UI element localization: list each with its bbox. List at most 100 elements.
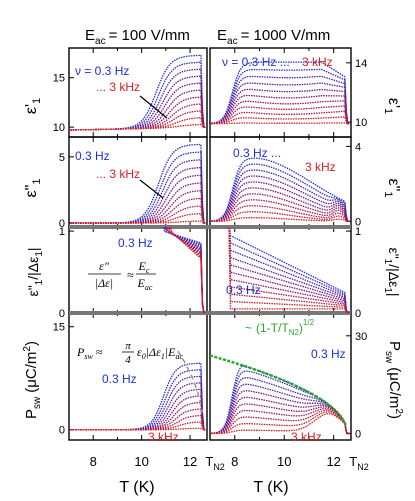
- y-tick-label: 0: [355, 428, 361, 440]
- annot-psw-right-fit: ~ (1-T/TN2)1/2: [245, 318, 315, 337]
- y-tick-label: 0: [355, 308, 361, 320]
- annot-psw-right-low: 0.3 Hz: [311, 347, 346, 361]
- reference-dashed-line: [177, 350, 203, 413]
- y-tick-label: 30: [355, 331, 367, 343]
- series-curve-r2-c1-7: [228, 227, 350, 313]
- series-curve-r2-c1-4: [228, 227, 350, 313]
- y-tick-label: 10: [53, 122, 65, 134]
- annot-ratio-right: 0.3 Hz: [226, 283, 261, 297]
- arrow-eps1-left: [139, 95, 168, 119]
- y-tick-label: 0: [355, 216, 361, 228]
- x-tick-label: 12: [326, 454, 340, 469]
- annot-psw-left-high: 3 kHz: [148, 430, 179, 444]
- annot-eps2-right-low: 0.3 Hz ...: [233, 146, 281, 160]
- annot-eps1-left-high: ... 3 kHz: [96, 80, 140, 94]
- series-curve-r3-c1-4: [211, 390, 350, 435]
- series-curve-r3-c1-10: [211, 413, 350, 435]
- series-curve-r1-c1-6: [211, 193, 350, 223]
- y-tick-label: 1: [355, 226, 361, 238]
- ylabel-psw-right: Psw(μC/m2): [383, 341, 404, 419]
- svg-text:Ec: Ec: [138, 259, 150, 275]
- series-curve-r1-c1-7: [211, 199, 350, 223]
- y-tick-label: 15: [53, 322, 65, 334]
- series-curve-r0-c1-3: [211, 82, 350, 125]
- arrow-eps2-left: [139, 179, 164, 199]
- ylabel-eps2-right: ε"1: [382, 179, 402, 198]
- svg-text:ε": ε": [99, 259, 110, 273]
- y-tick-label: 15: [53, 73, 65, 85]
- svg-text:ε0|Δε1|Eac: ε0|Δε1|Eac: [137, 345, 183, 361]
- series-curve-r0-c1-6: [211, 100, 350, 125]
- panel-separator: [69, 311, 351, 315]
- series-curve-r3-c1-6: [211, 403, 350, 435]
- y-tick-label: 0: [59, 425, 65, 437]
- svg-text:Eac: Eac: [137, 276, 153, 292]
- series-curve-r2-c0-3: [164, 227, 206, 313]
- xlabel-left: T (K): [119, 479, 154, 496]
- annot-eps2-right-high: 3 kHz: [305, 160, 336, 174]
- series-curve-r1-c1-10: [211, 217, 350, 223]
- formula-psw: Psw ≈ π 4 ε0|Δε1|Eac: [76, 340, 183, 366]
- ylabel-ratio-left: ε"1/|Δε1|: [25, 247, 45, 296]
- annot-eps2-left-high: ... 3 kHz: [96, 167, 140, 181]
- svg-text:4: 4: [125, 354, 131, 366]
- series-curve-r3-c0-10: [70, 427, 206, 431]
- x-tick-label: 10: [134, 454, 148, 469]
- svg-text:π: π: [125, 340, 131, 352]
- series-curve-r1-c0-10: [70, 220, 206, 224]
- annot-eps1-right-high: 3 kHz: [302, 55, 333, 69]
- series-curve-r0-c1-2: [211, 75, 350, 125]
- fit-sqrt-line: [210, 354, 348, 427]
- series-curve-r3-c1-7: [211, 407, 350, 435]
- series-curve-r0-c1-4: [211, 88, 350, 125]
- series-curve-r3-c1-1: [211, 370, 350, 435]
- header-left: Eac = 100 V/mm: [85, 27, 190, 47]
- series-curve-r0-c0-10: [70, 123, 206, 131]
- series-curve-r3-c0-6: [70, 401, 206, 431]
- series-curve-r0-c1-0: [211, 61, 350, 125]
- series-curve-r2-c1-3: [228, 227, 350, 313]
- series-curve-r2-c1-10: [228, 227, 350, 313]
- x-tick-label-tn2: TN2: [205, 454, 224, 472]
- x-tick-label-tn2: TN2: [349, 454, 368, 472]
- y-tick-label: 4: [355, 141, 361, 153]
- series-curve-r2-c1-9: [228, 227, 350, 313]
- series-curve-r1-c1-1: [211, 163, 350, 223]
- annot-psw-right-high: 3 kHz: [291, 430, 322, 444]
- series-curve-r3-c1-8: [211, 409, 350, 435]
- series-curve-r2-c1-0: [228, 227, 350, 313]
- series-curve-r1-c1-9: [211, 211, 350, 223]
- y-tick-label: 1: [59, 226, 65, 238]
- data-curves: [70, 54, 350, 435]
- ylabel-psw-left: Psw(μC/m2): [22, 341, 43, 419]
- series-curve-r1-c1-5: [211, 187, 350, 223]
- panel-frame-r3-c0: [68, 312, 208, 441]
- series-curve-r3-c0-2: [70, 375, 206, 431]
- series-curve-r2-c1-5: [228, 227, 350, 313]
- series-curve-r1-c1-4: [211, 181, 350, 223]
- series-curve-r3-c1-9: [211, 411, 350, 435]
- y-tick-label: 10: [355, 117, 367, 129]
- series-curve-r0-c1-8: [211, 110, 350, 125]
- formula-ratio: ε" |Δε| ≈ Ec Eac: [88, 259, 156, 292]
- ylabel-ratio-right: ε"1/|Δε1|: [382, 247, 402, 296]
- x-tick-label: 10: [277, 454, 291, 469]
- panel-separator: [69, 225, 351, 229]
- annot-psw-left-low: 0.3 Hz: [102, 372, 137, 386]
- series-curve-r1-c1-8: [211, 205, 350, 223]
- ylabel-eps1-right: ε'1: [382, 98, 402, 114]
- header-right: Eac = 1000 V/mm: [217, 27, 330, 47]
- series-curve-r3-c0-5: [70, 395, 206, 431]
- svg-text:|Δε|: |Δε|: [95, 276, 113, 290]
- series-curve-r1-c0-5: [70, 182, 206, 224]
- series-curve-r2-c1-6: [228, 227, 350, 313]
- series-curve-r2-c0-9: [169, 227, 206, 313]
- x-tick-label: 12: [183, 454, 197, 469]
- series-curve-r0-c1-9: [211, 116, 350, 125]
- y-tick-label: 0: [59, 308, 65, 320]
- series-curve-r1-c1-0: [211, 157, 350, 223]
- ylabel-eps1-left: ε'1: [23, 98, 43, 114]
- series-curve-r2-c1-1: [228, 227, 350, 313]
- series-curve-r2-c1-8: [228, 227, 350, 313]
